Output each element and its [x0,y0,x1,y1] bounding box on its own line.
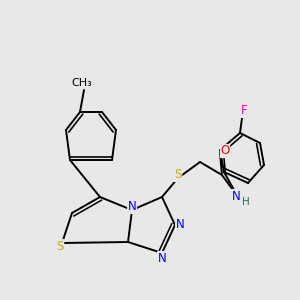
Text: S: S [174,169,182,182]
Text: S: S [56,239,64,253]
Text: CH₃: CH₃ [72,78,92,88]
Text: H: H [242,197,250,207]
Text: N: N [232,190,240,202]
Text: N: N [176,218,184,232]
Text: N: N [128,200,136,214]
Text: N: N [158,251,166,265]
Text: F: F [241,104,247,118]
Text: O: O [220,145,230,158]
